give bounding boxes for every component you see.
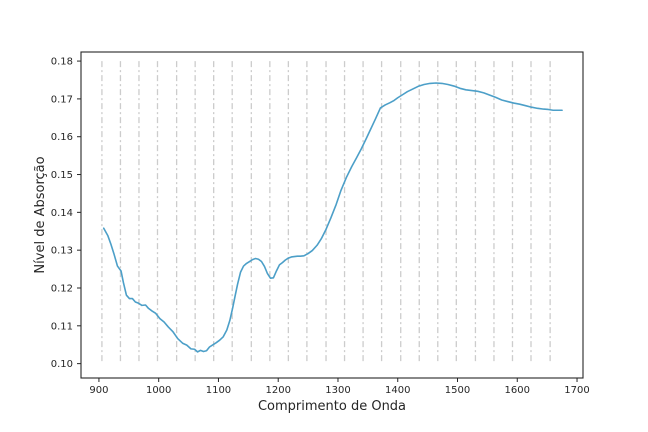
y-tick-label: 0.12 <box>51 283 73 294</box>
reference-lines <box>101 61 551 364</box>
y-tick-label: 0.13 <box>51 246 73 257</box>
x-tick-label: 1500 <box>445 385 470 396</box>
x-tick-label: 1100 <box>206 385 231 396</box>
y-tick-label: 0.15 <box>51 170 73 181</box>
x-axis: 900 1000 1100 1200 1300 1400 1500 1600 1700 <box>89 378 590 396</box>
x-axis-label: Comprimento de Onda <box>258 399 406 414</box>
x-tick-label: 1600 <box>505 385 530 396</box>
x-tick-label: 1200 <box>265 385 290 396</box>
y-tick-label: 0.14 <box>51 208 73 219</box>
y-tick-label: 0.10 <box>51 359 73 370</box>
series-layer <box>102 82 563 353</box>
y-tick-label: 0.17 <box>51 94 73 105</box>
x-tick-label: 1300 <box>325 385 350 396</box>
series-line <box>102 82 563 353</box>
y-tick-label: 0.16 <box>51 132 73 143</box>
plot-frame <box>80 51 584 379</box>
y-tick-label: 0.18 <box>51 57 73 68</box>
y-axis-label: Nível de Absorção <box>33 156 48 273</box>
y-axis: 0.10 0.11 0.12 0.13 0.14 0.15 0.16 0.17 0.18 <box>51 57 81 370</box>
x-tick-label: 1400 <box>385 385 410 396</box>
x-tick-label: 900 <box>89 385 108 396</box>
x-tick-label: 1000 <box>146 385 171 396</box>
x-tick-label: 1700 <box>564 385 589 396</box>
y-tick-label: 0.11 <box>51 321 73 332</box>
